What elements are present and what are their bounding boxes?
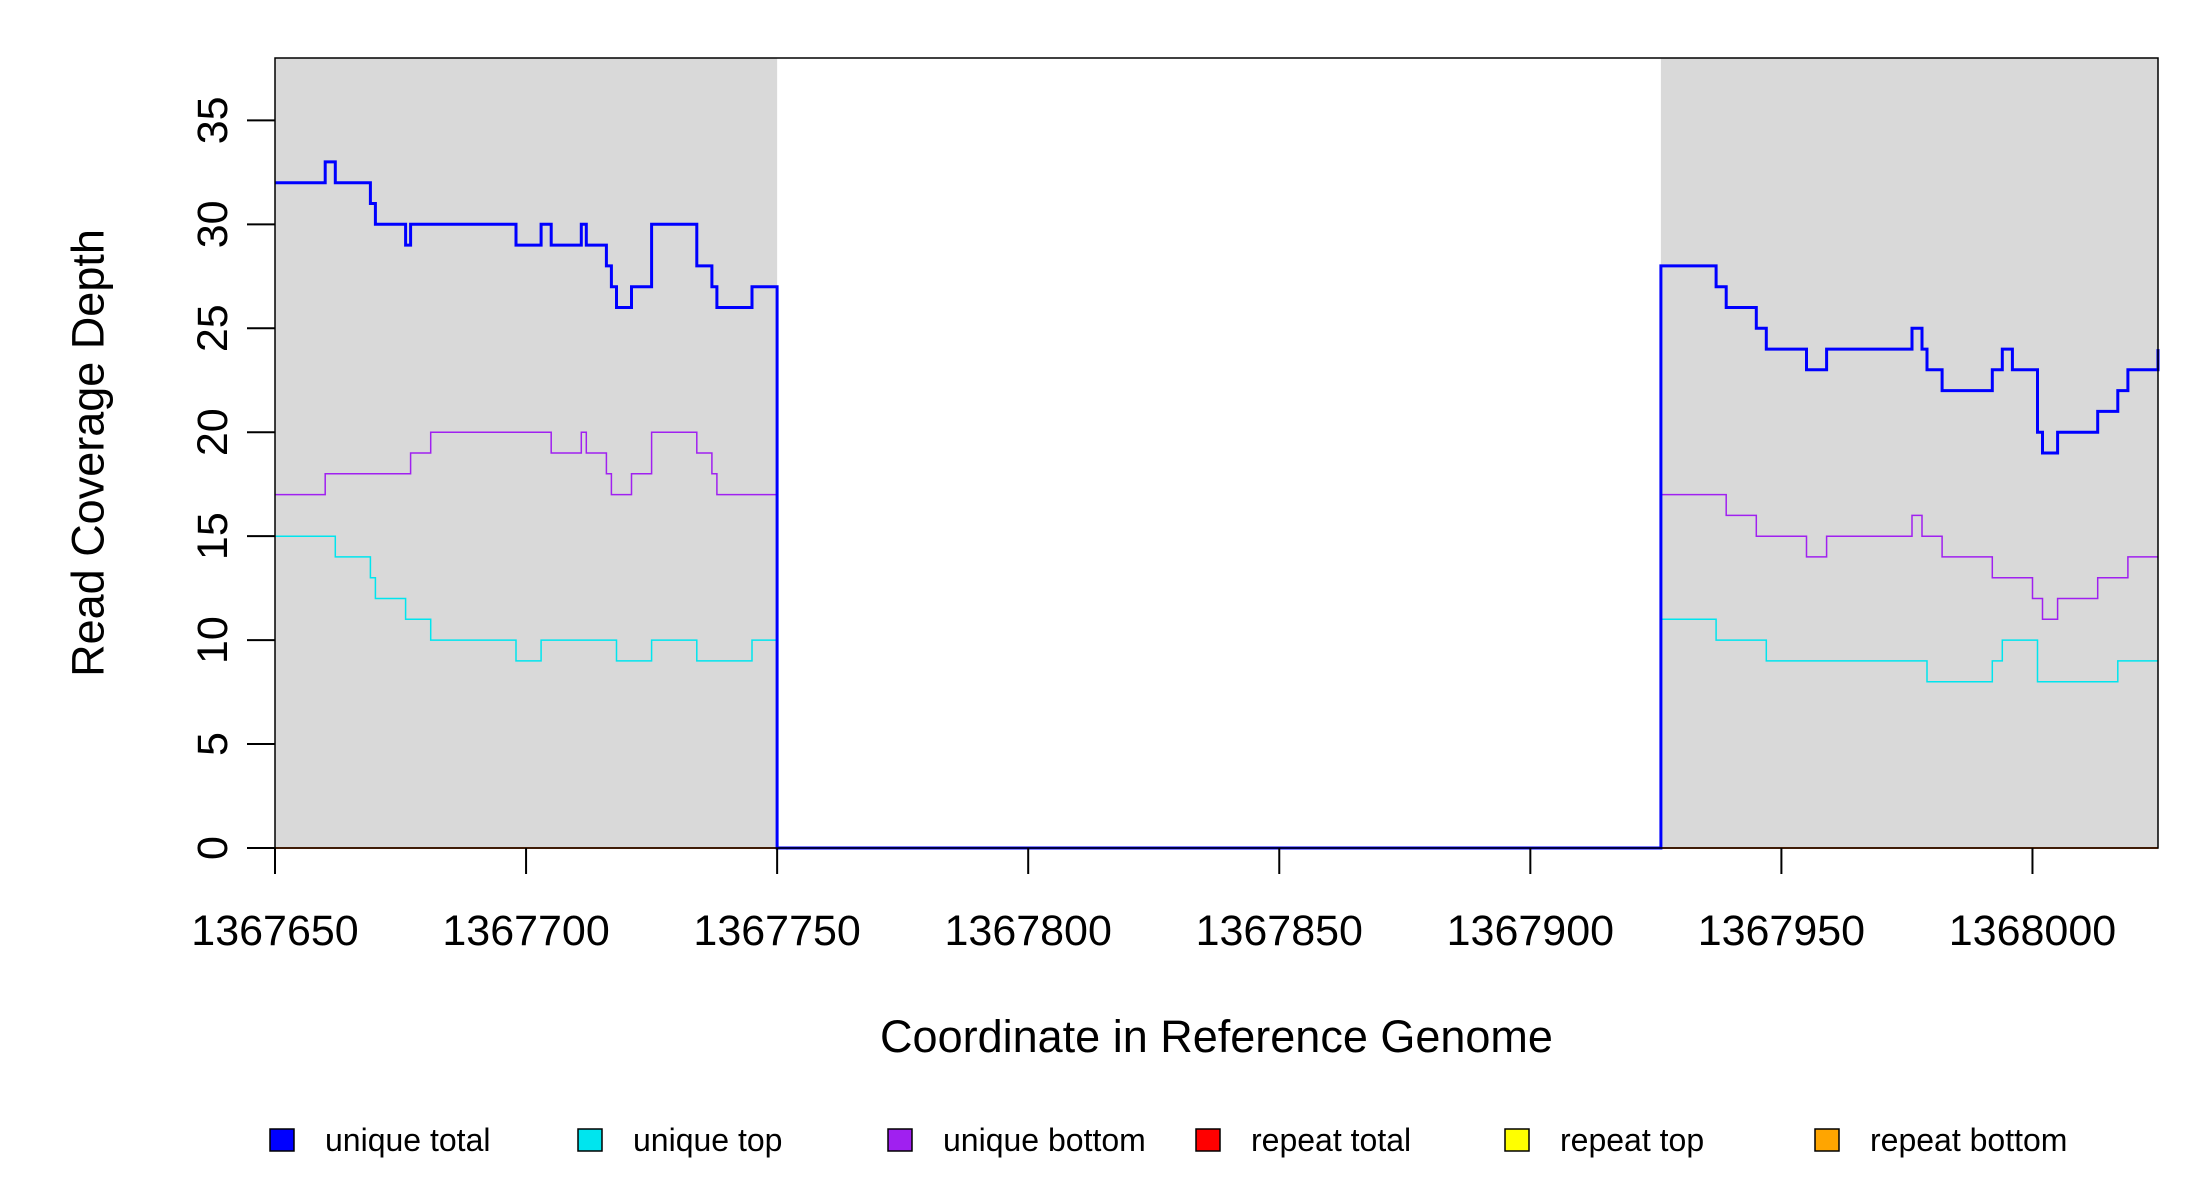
shaded-region-1 bbox=[275, 58, 778, 848]
y-tick-label: 20 bbox=[189, 408, 237, 456]
x-tick-label: 1367700 bbox=[442, 907, 609, 955]
y-tick-label: 35 bbox=[189, 96, 237, 144]
x-tick-label: 1368000 bbox=[1949, 907, 2116, 955]
shaded-region-2 bbox=[1660, 58, 2158, 848]
legend: unique total unique top unique bottom repea… bbox=[269, 1122, 2067, 1158]
legend-item-unique-total: unique total bbox=[269, 1122, 490, 1158]
legend-swatch bbox=[1504, 1128, 1530, 1152]
x-tick-label: 1367750 bbox=[693, 907, 860, 955]
legend-swatch bbox=[887, 1128, 913, 1152]
y-tick-label: 5 bbox=[189, 732, 237, 756]
y-tick-label: 25 bbox=[189, 304, 237, 352]
x-axis-title: Coordinate in Reference Genome bbox=[880, 1011, 1553, 1062]
legend-swatch bbox=[577, 1128, 603, 1152]
y-tick-label: 15 bbox=[189, 512, 237, 560]
x-axis: 1367650 1367700 1367750 1367800 1367850 13679… bbox=[191, 848, 2116, 955]
x-tick-label: 1367850 bbox=[1196, 907, 1363, 955]
x-tick-label: 1367900 bbox=[1447, 907, 1614, 955]
legend-item-repeat-bottom: repeat bottom bbox=[1814, 1122, 2067, 1158]
x-tick-label: 1367950 bbox=[1698, 907, 1865, 955]
legend-label: repeat total bbox=[1251, 1122, 1411, 1158]
legend-swatch bbox=[269, 1128, 295, 1152]
x-tick-label: 1367650 bbox=[191, 907, 358, 955]
plot-frame bbox=[274, 57, 2159, 849]
legend-swatch bbox=[1195, 1128, 1221, 1152]
y-axis-title: Read Coverage Depth bbox=[63, 229, 114, 677]
legend-item-unique-top: unique top bbox=[577, 1122, 782, 1158]
y-tick-label: 10 bbox=[189, 616, 237, 664]
series-unique-top bbox=[275, 535, 2158, 849]
legend-label: repeat bottom bbox=[1870, 1122, 2067, 1158]
legend-item-unique-bottom: unique bottom bbox=[887, 1122, 1146, 1158]
y-tick-label: 0 bbox=[189, 836, 237, 860]
legend-label: unique top bbox=[633, 1122, 782, 1158]
legend-item-repeat-total: repeat total bbox=[1195, 1122, 1411, 1158]
legend-label: unique total bbox=[325, 1122, 490, 1158]
shaded-regions bbox=[275, 58, 2158, 848]
legend-item-repeat-top: repeat top bbox=[1504, 1122, 1704, 1158]
y-tick-label: 30 bbox=[189, 200, 237, 248]
x-tick-label: 1367800 bbox=[944, 907, 1111, 955]
legend-swatch bbox=[1814, 1128, 1840, 1152]
legend-label: repeat top bbox=[1560, 1122, 1704, 1158]
legend-label: unique bottom bbox=[943, 1122, 1146, 1158]
y-axis: 0 5 10 15 20 25 30 35 bbox=[189, 96, 275, 860]
